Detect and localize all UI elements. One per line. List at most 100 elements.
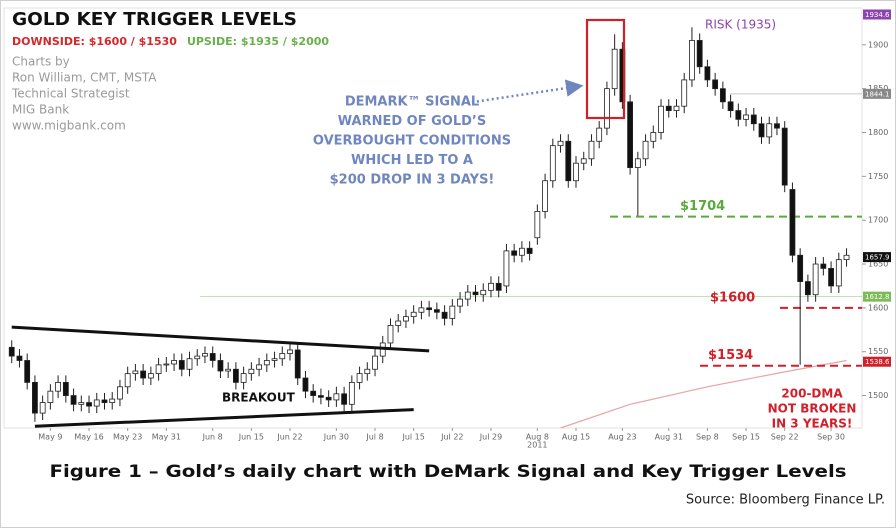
price-tag bbox=[863, 356, 891, 367]
candle-body bbox=[719, 88, 726, 103]
credit-line: Charts by bbox=[12, 55, 70, 69]
candle-body bbox=[70, 395, 77, 405]
y-tick-label: 1900 bbox=[868, 40, 888, 49]
x-tick-label: Aug 31 bbox=[655, 433, 683, 442]
candle-body bbox=[704, 66, 711, 81]
candle-body bbox=[294, 349, 301, 379]
credit-line: www.migbank.com bbox=[12, 119, 126, 133]
credits: Charts by Ron William, CMT, MSTA Technical… bbox=[11, 55, 157, 133]
candle-body bbox=[86, 402, 92, 407]
price-tag bbox=[863, 291, 891, 302]
candle-body bbox=[202, 353, 208, 357]
year-label: 2011 bbox=[527, 441, 547, 450]
candle-body bbox=[573, 162, 579, 182]
demark-line: DEMARK™ SIGNAL bbox=[345, 95, 479, 110]
candle-body bbox=[302, 377, 309, 392]
x-tick-label: Sep 8 bbox=[696, 433, 719, 442]
candle-body bbox=[511, 250, 518, 256]
candle-body bbox=[627, 101, 634, 168]
candle-body bbox=[318, 395, 324, 398]
candle-body bbox=[503, 250, 510, 287]
caption: Figure 1 – Gold’s daily chart with DeMar… bbox=[50, 462, 847, 482]
trendline bbox=[34, 408, 414, 428]
x-tick-label: Aug 15 bbox=[562, 433, 590, 442]
candle-body bbox=[117, 386, 123, 400]
candle-body bbox=[611, 48, 618, 90]
candle-body bbox=[39, 402, 46, 414]
candle-body bbox=[766, 123, 773, 138]
candle-body bbox=[47, 390, 54, 403]
subtitle: DOWNSIDE: $1600 / $1530 UPSIDE: $1935 / $… bbox=[12, 35, 329, 48]
candle-body bbox=[93, 399, 100, 407]
price-tag bbox=[863, 9, 891, 20]
y-tick-label: 1600 bbox=[868, 303, 888, 312]
candle-body bbox=[403, 316, 409, 322]
candle-body bbox=[109, 398, 116, 403]
trendline bbox=[11, 325, 430, 353]
candle-body bbox=[163, 363, 170, 366]
y-tick-label: 1500 bbox=[868, 391, 888, 400]
candle-body bbox=[395, 320, 402, 326]
y-tick-label: 1800 bbox=[868, 128, 888, 137]
source: Source: Bloomberg Finance LP. bbox=[686, 493, 885, 508]
y-tick-label: 1550 bbox=[868, 347, 888, 356]
dma-note-line: 200-DMA bbox=[781, 387, 843, 401]
candle-body bbox=[650, 132, 657, 142]
candle-body bbox=[495, 282, 502, 291]
candle-body bbox=[279, 353, 286, 360]
candle-body bbox=[225, 368, 232, 372]
signal-box bbox=[585, 18, 626, 120]
x-tick-label: Sep 15 bbox=[732, 433, 760, 442]
candle-body bbox=[789, 189, 796, 256]
subtitle-part: DOWNSIDE: $1600 / $1530 bbox=[12, 35, 177, 48]
x-tick-label: Jun 8 bbox=[202, 433, 223, 442]
x-tick-label: May 31 bbox=[152, 433, 181, 442]
candle-body bbox=[8, 346, 15, 357]
candle-body bbox=[665, 105, 672, 111]
dma-note-line: NOT BROKEN bbox=[768, 402, 857, 416]
candle-body bbox=[341, 393, 348, 405]
risk-label: RISK (1935) bbox=[705, 18, 776, 32]
candle-body bbox=[24, 360, 31, 383]
x-tick-label: Aug 8 bbox=[526, 433, 549, 442]
candle-body bbox=[310, 390, 317, 396]
candle-body bbox=[62, 382, 69, 396]
price-tag-label: 1612.8 bbox=[865, 293, 890, 301]
candle-body bbox=[642, 140, 649, 160]
demark-line: WHICH LED TO A bbox=[351, 153, 473, 168]
candle-body bbox=[248, 368, 255, 375]
candle-body bbox=[32, 382, 38, 414]
y-tick-label: 1750 bbox=[868, 172, 888, 181]
credit-line: Technical Strategist bbox=[11, 87, 130, 101]
demark-line: $200 DROP IN 3 DAYS! bbox=[330, 173, 495, 188]
candle-body bbox=[712, 79, 719, 90]
credit-line: Ron William, CMT, MSTA bbox=[12, 71, 157, 85]
candle-body bbox=[348, 382, 355, 405]
level-label: $1600 bbox=[710, 290, 755, 305]
candle-body bbox=[743, 114, 749, 120]
x-tick-label: Sep 30 bbox=[817, 433, 845, 442]
candle-body bbox=[804, 281, 811, 296]
candle-body bbox=[209, 353, 216, 361]
dma-line bbox=[560, 359, 847, 429]
breakout-label: BREAKOUT bbox=[222, 391, 296, 405]
price-tag bbox=[863, 88, 891, 99]
candle-body bbox=[426, 307, 433, 311]
candle-body bbox=[356, 373, 363, 383]
x-tick-label: Jul 29 bbox=[479, 433, 502, 442]
candle-body bbox=[464, 291, 471, 300]
candle-body bbox=[194, 355, 201, 360]
y-tick-label: 1700 bbox=[868, 216, 888, 225]
candle-body bbox=[557, 140, 564, 147]
candle-body bbox=[526, 247, 533, 254]
candle-body bbox=[410, 311, 417, 318]
candle-body bbox=[549, 145, 556, 182]
x-tick-label: May 16 bbox=[74, 433, 103, 442]
signal-arrow bbox=[466, 79, 584, 105]
y-tick-label: 1650 bbox=[868, 260, 888, 269]
candle-body bbox=[696, 40, 703, 68]
candle-body bbox=[634, 158, 641, 168]
candle-body bbox=[781, 127, 788, 186]
